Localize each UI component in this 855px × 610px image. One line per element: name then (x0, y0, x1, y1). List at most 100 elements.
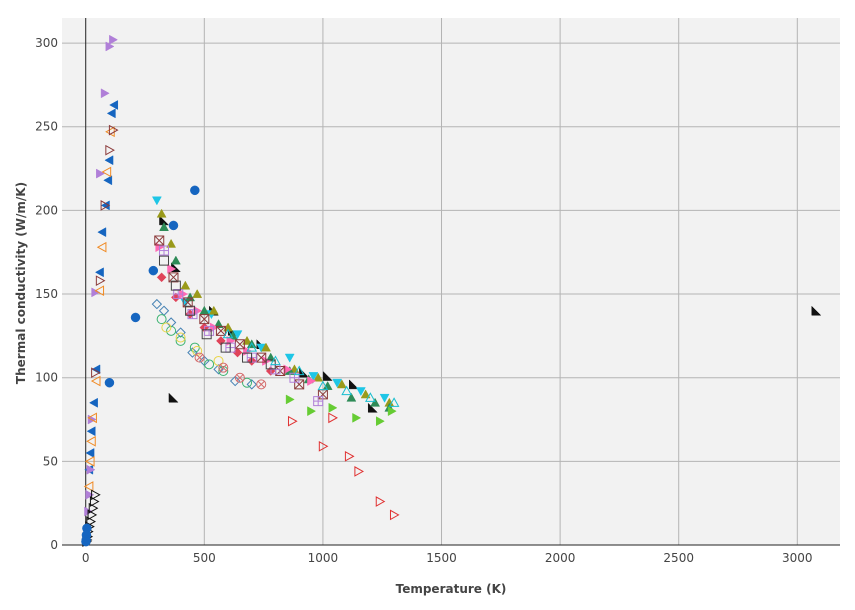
data-point (218, 366, 229, 377)
data-point (213, 364, 224, 375)
data-point (220, 342, 231, 353)
x-axis-title: Temperature (K) (396, 582, 507, 596)
data-point (388, 397, 400, 407)
data-point (265, 352, 276, 362)
gridlines (62, 18, 840, 546)
data-point (265, 359, 276, 370)
x-tick-label: 3000 (782, 551, 813, 565)
data-point (328, 402, 338, 413)
data-point (85, 448, 95, 458)
data-point (389, 509, 400, 521)
data-point (85, 489, 95, 500)
data-point (105, 144, 115, 156)
data-point (90, 375, 101, 387)
data-points (81, 34, 822, 548)
data-point (242, 377, 253, 388)
data-point (193, 305, 203, 316)
data-point (293, 365, 305, 376)
y-axis-title: Thermal conductivity (W/m/K) (14, 182, 28, 384)
data-point (101, 166, 112, 178)
y-tick-label: 300 (35, 36, 58, 50)
data-point (105, 41, 115, 52)
data-point (246, 342, 258, 352)
data-point (158, 255, 169, 266)
data-point (313, 372, 324, 382)
data-point (367, 402, 378, 413)
x-tick-label: 1500 (426, 551, 457, 565)
data-point (86, 516, 96, 527)
data-point (168, 272, 179, 283)
data-point (336, 379, 347, 389)
data-point (328, 412, 338, 424)
data-point (108, 124, 119, 136)
data-point (192, 289, 203, 298)
data-point (375, 496, 386, 507)
data-point (175, 332, 186, 343)
data-point (170, 280, 181, 291)
data-point (175, 335, 186, 346)
data-point (352, 412, 362, 423)
data-point (100, 88, 110, 99)
data-point (89, 496, 100, 507)
data-point (307, 376, 317, 386)
data-point (130, 312, 141, 323)
data-point (307, 406, 317, 417)
data-point (81, 536, 91, 547)
data-point (242, 352, 253, 363)
data-point (213, 319, 224, 329)
data-point (261, 342, 271, 352)
data-point (287, 415, 298, 427)
data-point (332, 378, 343, 388)
y-tick-label: 100 (35, 371, 58, 385)
data-point (379, 393, 390, 403)
data-point (189, 342, 200, 353)
data-point (246, 379, 257, 390)
data-point (86, 426, 96, 437)
data-point (370, 397, 381, 407)
data-point (256, 379, 267, 390)
data-point (91, 367, 101, 379)
data-point (168, 220, 179, 231)
data-point (109, 34, 119, 45)
data-point (148, 265, 159, 276)
data-point (86, 464, 96, 475)
data-point (103, 175, 113, 186)
data-point (811, 305, 822, 316)
data-point (94, 267, 104, 278)
data-point (222, 328, 234, 339)
data-point (170, 255, 181, 265)
data-point (283, 364, 293, 375)
data-point (87, 509, 98, 521)
x-axis-ticks: 0 500 1000 1500 2000 2500 3000 (82, 551, 813, 565)
x-tick-label: 2000 (545, 551, 576, 565)
data-point (91, 489, 101, 501)
x-tick-label: 500 (193, 551, 216, 565)
data-point (106, 108, 116, 119)
data-point (185, 305, 196, 316)
data-point (285, 394, 295, 405)
data-point (88, 502, 99, 514)
data-point (341, 385, 352, 396)
data-point (83, 481, 94, 492)
x-tick-label: 2500 (663, 551, 694, 565)
data-point (96, 241, 107, 253)
y-tick-label: 200 (35, 203, 58, 217)
data-point (94, 285, 105, 297)
data-point (213, 355, 224, 366)
data-point (96, 168, 105, 179)
data-point (156, 272, 167, 283)
data-point (204, 325, 215, 336)
data-point (86, 435, 96, 447)
data-point (104, 377, 115, 388)
data-point (156, 208, 167, 218)
data-point (190, 185, 200, 196)
data-point (387, 406, 397, 417)
data-point (270, 355, 281, 366)
data-point (201, 329, 212, 340)
data-point (159, 222, 169, 231)
data-point (204, 359, 215, 370)
data-point (166, 238, 177, 248)
y-tick-label: 150 (35, 287, 58, 301)
